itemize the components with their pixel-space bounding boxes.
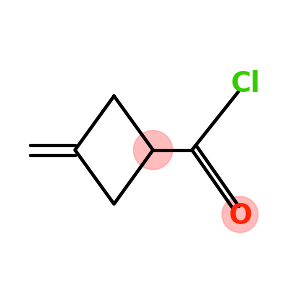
Circle shape: [134, 130, 172, 170]
Text: Cl: Cl: [231, 70, 261, 98]
Circle shape: [222, 196, 258, 232]
Text: O: O: [228, 202, 252, 230]
